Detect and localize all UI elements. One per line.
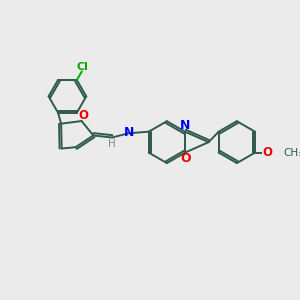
Text: O: O <box>262 146 272 159</box>
Text: Cl: Cl <box>76 61 88 72</box>
Text: H: H <box>108 139 116 149</box>
Text: N: N <box>124 126 134 139</box>
Text: O: O <box>180 152 191 165</box>
Text: O: O <box>79 109 89 122</box>
Text: N: N <box>180 119 191 132</box>
Text: CH₃: CH₃ <box>283 148 300 158</box>
